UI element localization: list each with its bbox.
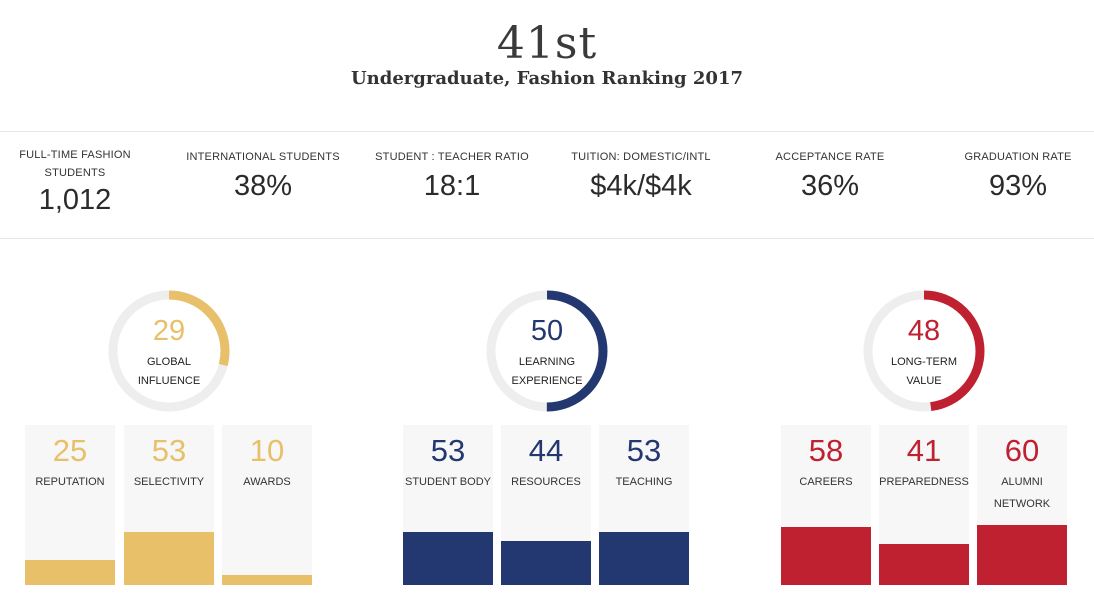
resources-label: RESOURCES <box>511 476 581 488</box>
stat-acceptance-rate: ACCEPTANCE RATE 36% <box>750 148 910 203</box>
selectivity-score: 53 <box>151 433 187 468</box>
global-influence-donut <box>108 290 230 412</box>
stats-divider <box>0 238 1094 239</box>
teaching-fill <box>599 532 689 585</box>
long-term-value-score: 48 <box>907 315 941 347</box>
top-divider <box>0 131 1094 132</box>
stat-value: 93% <box>988 170 1048 202</box>
awards-fill <box>222 575 312 585</box>
global-influence-label: GLOBAL INFLUENCE <box>121 353 217 391</box>
reputation-score: 25 <box>52 433 88 468</box>
learning-experience-label: LEARNING EXPERIENCE <box>499 353 595 391</box>
preparedness-fill <box>879 544 969 585</box>
alumni-network-score: 60 <box>1004 433 1040 468</box>
stat-value: 38% <box>233 170 293 202</box>
ring-progress <box>108 290 230 412</box>
ring-progress <box>486 290 608 412</box>
stat-tuition: TUITION: DOMESTIC/INTL $4k/$4k <box>560 148 722 203</box>
label-line: LONG-TERM <box>891 356 957 368</box>
ranking-subtitle: Undergraduate, Fashion Ranking 2017 <box>350 68 744 89</box>
alumni-network-fill <box>977 525 1067 585</box>
awards-label: AWARDS <box>243 476 291 488</box>
stat-label: STUDENT : TEACHER RATIO <box>375 151 529 163</box>
student-body-score: 53 <box>430 433 466 468</box>
alumni-network-label: ALUMNI NETWORK <box>993 476 1051 510</box>
stat-value: $4k/$4k <box>590 170 692 202</box>
stat-student-teacher-ratio: STUDENT : TEACHER RATIO 18:1 <box>372 148 532 203</box>
stat-fulltime-students: FULL-TIME FASHION STUDENTS 1,012 <box>15 146 135 217</box>
stat-value: 36% <box>800 170 860 202</box>
reputation-bar: 25 REPUTATION <box>25 425 115 585</box>
stat-label: GRADUATION RATE <box>964 151 1072 163</box>
ring-progress <box>863 290 985 412</box>
global-influence-score: 29 <box>152 315 186 347</box>
careers-label: CAREERS <box>799 476 853 488</box>
stat-value: 18:1 <box>423 170 481 202</box>
preparedness-label: PREPAREDNESS <box>879 476 969 488</box>
stat-label: ACCEPTANCE RATE <box>775 151 885 163</box>
rank-title: 41st <box>496 18 598 69</box>
label-line: GLOBAL <box>146 356 192 368</box>
long-term-value-label: LONG-TERM VALUE <box>876 353 972 391</box>
preparedness-score: 41 <box>906 433 942 468</box>
learning-experience-ring: 50 LEARNING EXPERIENCE <box>485 289 609 413</box>
student-body-bar: 53 STUDENT BODY <box>403 425 493 585</box>
label-line: INFLUENCE <box>137 375 201 387</box>
student-body-fill <box>403 532 493 585</box>
label-line: EXPERIENCE <box>511 375 583 387</box>
preparedness-bar: 41 PREPAREDNESS <box>879 425 969 585</box>
careers-bar: 58 CAREERS <box>781 425 871 585</box>
label-line: LEARNING <box>518 356 576 368</box>
reputation-label: REPUTATION <box>35 476 105 488</box>
stat-international-students: INTERNATIONAL STUDENTS 38% <box>183 148 343 203</box>
alumni-network-bar: 60 ALUMNI NETWORK <box>977 425 1067 585</box>
teaching-label: TEACHING <box>615 476 673 488</box>
selectivity-label: SELECTIVITY <box>133 476 205 488</box>
stat-graduation-rate: GRADUATION RATE 93% <box>938 148 1094 203</box>
resources-score: 44 <box>528 433 564 468</box>
resources-bar: 44 RESOURCES <box>501 425 591 585</box>
resources-fill <box>501 541 591 585</box>
student-body-label: STUDENT BODY <box>405 476 491 488</box>
learning-experience-donut <box>486 290 608 412</box>
stat-label: FULL-TIME FASHION STUDENTS <box>19 149 131 179</box>
awards-score: 10 <box>249 433 285 468</box>
stat-label: TUITION: DOMESTIC/INTL <box>571 151 711 163</box>
long-term-value-ring: 48 LONG-TERM VALUE <box>862 289 986 413</box>
careers-fill <box>781 527 871 585</box>
learning-experience-score: 50 <box>530 315 564 347</box>
selectivity-fill <box>124 532 214 585</box>
stat-value: 1,012 <box>38 184 112 216</box>
label-line: VALUE <box>906 375 942 387</box>
careers-score: 58 <box>808 433 844 468</box>
teaching-bar: 53 TEACHING <box>599 425 689 585</box>
teaching-score: 53 <box>626 433 662 468</box>
long-term-value-donut <box>863 290 985 412</box>
stat-label: INTERNATIONAL STUDENTS <box>186 151 340 163</box>
selectivity-bar: 53 SELECTIVITY <box>124 425 214 585</box>
global-influence-ring: 29 GLOBAL INFLUENCE <box>107 289 231 413</box>
reputation-fill <box>25 560 115 585</box>
awards-bar: 10 AWARDS <box>222 425 312 585</box>
